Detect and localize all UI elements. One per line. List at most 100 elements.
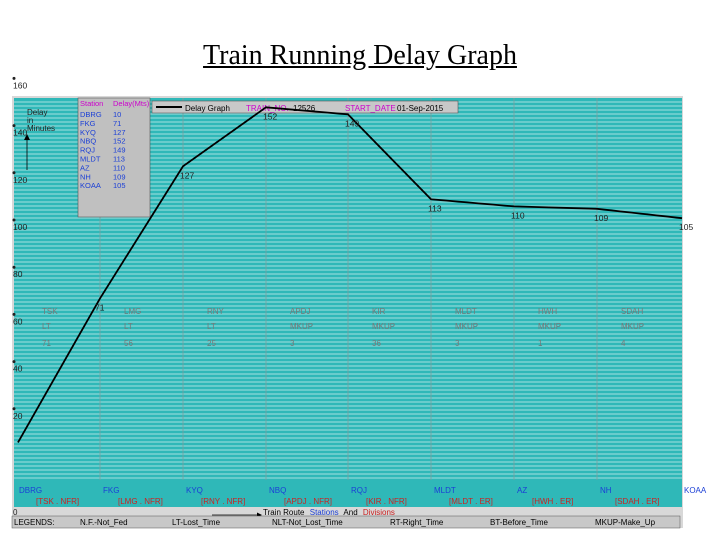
table-station: KYQ <box>80 128 96 137</box>
table-delay: 10 <box>113 110 121 119</box>
table-station: NH <box>80 172 91 181</box>
legend-item: BT-Before_Time <box>490 518 548 527</box>
section-type: LT <box>207 322 216 331</box>
y-tick-label: 120 <box>13 175 27 185</box>
data-label: 149 <box>345 118 359 128</box>
slide-title: Train Running Delay Graph <box>203 40 517 71</box>
data-label: 152 <box>263 111 277 121</box>
section-name: KIR <box>372 307 386 316</box>
division-label: [RNY . NFR] <box>201 497 245 506</box>
division-strip <box>14 495 682 507</box>
table-station: DBRG <box>80 110 102 119</box>
section-type: MKUP <box>538 322 561 331</box>
station-label: FKG <box>103 486 119 495</box>
table-station: NBQ <box>80 137 96 146</box>
route-note-and: And <box>343 508 357 517</box>
division-label: [HWH . ER] <box>532 497 573 506</box>
legend-item: MKUP-Make_Up <box>595 518 656 527</box>
station-label: DBRG <box>19 486 42 495</box>
route-note-train-route: Train Route <box>263 508 305 517</box>
y-axis-label-line1: Delay <box>27 108 47 117</box>
legend-item: N.F.-Not_Fed <box>80 518 128 527</box>
delay-table: Station Delay(Mts) DBRG 10 FKG 71 KYQ 127 NBQ 1… <box>77 97 151 218</box>
y-tick-marker <box>12 124 16 128</box>
y-tick-marker <box>12 76 16 80</box>
y-tick-label: 160 <box>13 80 27 90</box>
station-strip <box>14 480 682 495</box>
data-label: 113 <box>428 203 442 213</box>
header-bar <box>151 100 459 114</box>
y-axis-arrowhead <box>24 134 30 140</box>
table-delay: 113 <box>113 155 125 164</box>
y-tick-label: 140 <box>13 128 27 138</box>
division-label: [APDJ . NFR] <box>284 497 332 506</box>
legends-bar <box>11 515 681 529</box>
legend-item: NLT-Not_Lost_Time <box>272 518 343 527</box>
section-value: 36 <box>372 339 381 348</box>
station-label: NH <box>600 486 612 495</box>
division-label: [SDAH . ER] <box>615 497 659 506</box>
division-label: [TSK . NFR] <box>36 497 79 506</box>
section-name: LMG <box>124 307 141 316</box>
section-type: LT <box>42 322 51 331</box>
legends-title: LEGENDS: <box>14 518 54 527</box>
station-label: KOAA <box>684 486 707 495</box>
table-station: FKG <box>80 119 96 128</box>
section-value: 71 <box>42 339 51 348</box>
division-label: [MLDT . ER] <box>449 497 493 506</box>
table-delay: 152 <box>113 137 126 146</box>
table-delay: 127 <box>113 128 126 137</box>
table-delay: 149 <box>113 146 126 155</box>
legend-item: LT-Lost_Time <box>172 518 221 527</box>
y-tick-label: 80 <box>13 269 23 279</box>
data-label: 71 <box>95 302 105 312</box>
y-tick-marker <box>12 218 16 222</box>
section-summaries: TSK LT 71 LMG LT 56 RNY LT 25 APDJ MKUP 3 KIR MKUP 36 M… <box>42 307 644 348</box>
table-station: AZ <box>80 163 90 172</box>
y-tick-marker <box>12 171 16 175</box>
y-tick-marker <box>12 312 16 316</box>
division-labels: [TSK . NFR] [LMG . NFR] [RNY . NFR] [APDJ .… <box>36 497 659 506</box>
y-tick-label: 60 <box>13 316 23 326</box>
section-value: 56 <box>124 339 133 348</box>
station-label: AZ <box>517 486 527 495</box>
section-type: MKUP <box>455 322 478 331</box>
y-tick-label: 100 <box>13 222 27 232</box>
section-value: 4 <box>621 339 626 348</box>
table-delay: 105 <box>113 181 126 190</box>
y-axis-label-line2: in <box>27 116 33 125</box>
station-label: KYQ <box>186 486 203 495</box>
train-no-value: 12526 <box>293 104 316 113</box>
train-no-label: TRAIN_NO. <box>246 104 289 113</box>
data-label: 105 <box>679 222 693 232</box>
section-type: MKUP <box>290 322 313 331</box>
y-tick-label: 40 <box>13 364 23 374</box>
table-header-delay: Delay(Mts) <box>113 99 150 108</box>
section-value: 3 <box>455 339 460 348</box>
y-axis-label-line3: Minutes <box>27 124 55 133</box>
table-delay: 109 <box>113 172 126 181</box>
data-label: 109 <box>594 213 608 223</box>
section-name: TSK <box>42 307 58 316</box>
table-station: RQJ <box>80 146 95 155</box>
route-note-stations: Stations <box>310 508 339 517</box>
table-bg <box>77 97 151 218</box>
start-date-label: START_DATE <box>345 104 396 113</box>
table-rows: DBRG 10 FKG 71 KYQ 127 NBQ 152 RQJ 149 MLDT 113 AZ 11… <box>80 110 126 190</box>
section-value: 25 <box>207 339 216 348</box>
y-tick-label: 20 <box>13 411 23 421</box>
station-labels: DBRG FKG KYQ NBQ RQJ MLDT AZ NH KOAA <box>19 486 707 495</box>
section-type: MKUP <box>372 322 395 331</box>
table-delay: 110 <box>113 163 125 172</box>
section-name: RNY <box>207 307 225 316</box>
division-label: [KIR . NFR] <box>366 497 407 506</box>
legend-item: RT-Right_Time <box>390 518 444 527</box>
origin-label: 0 <box>13 508 18 517</box>
station-label: MLDT <box>434 486 456 495</box>
section-name: APDJ <box>290 307 310 316</box>
section-name: MLDT <box>455 307 477 316</box>
section-value: 3 <box>290 339 295 348</box>
station-label: RQJ <box>351 486 367 495</box>
